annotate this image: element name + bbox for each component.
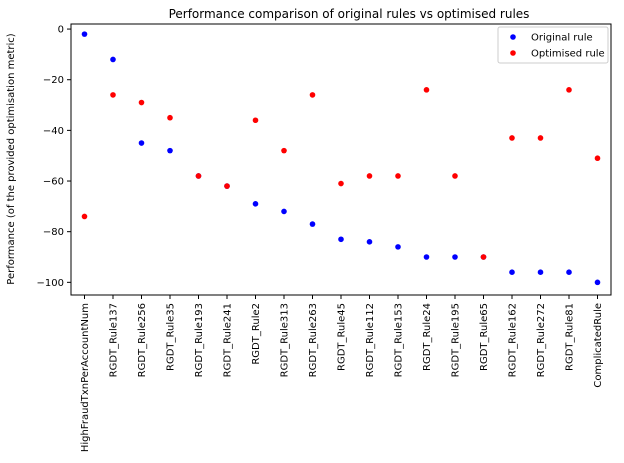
legend-marker-original-rule [510,34,516,40]
original-rule-point [338,236,344,243]
y-axis-label: Performance (of the provided optimisatio… [6,33,17,284]
x-tick-label: ComplicatedRule [593,303,604,388]
original-rule-point [366,239,373,245]
y-tick-label: −40 [43,126,64,137]
x-tick-label: RGDT_Rule272 [536,303,547,377]
original-rule-point [281,208,287,215]
original-rule-point [252,201,259,207]
y-tick-label: 0 [58,25,64,36]
original-rule-point [594,279,601,286]
original-rule-point [537,269,544,276]
y-tick-label: −80 [43,227,64,238]
optimised-rule-point [509,135,515,141]
x-tick-label: RGDT_Rule112 [365,303,376,377]
x-tick-label: RGDT_Rule256 [137,303,148,377]
original-rule-point [138,140,145,146]
original-rule-point [167,147,173,154]
plot-frame [70,23,612,296]
legend-box [497,26,609,64]
legend-label-optimised-rule: Optimised rule [531,49,605,60]
optimised-rule-point [537,135,544,141]
optimised-rule-point [423,87,430,93]
original-rule-point [81,31,88,37]
optimised-rule-point [395,173,401,179]
optimised-rule-point [167,114,173,121]
x-tick-label: RGDT_Rule263 [308,303,319,377]
optimised-rule-point [566,87,572,93]
x-tick-label: RGDT_Rule65 [479,303,490,371]
y-tick-label: −100 [37,278,64,289]
x-tick-label: RGDT_Rule153 [394,303,405,377]
optimised-rule-point [252,117,259,124]
optimised-rule-point [81,213,88,220]
optimised-rule-point [309,92,316,98]
optimised-rule-point [110,92,116,98]
x-tick-label: RGDT_Rule137 [109,303,120,377]
optimised-rule-point [594,155,601,162]
original-rule-point [423,254,430,260]
plot-area: 0 −20 −40 −60 −80 −100 HighFraudTxnPerAccountN… [37,23,612,452]
original-rule-point [452,254,458,260]
x-tick-label: RGDT_Rule195 [451,303,462,377]
legend-label-original-rule: Original rule [531,33,593,44]
x-tick-label: RGDT_Rule241 [223,303,234,377]
x-tick-label: RGDT_Rule24 [422,303,433,371]
x-tick-label: RGDT_Rule35 [166,303,177,371]
optimised-rule-point [195,173,202,179]
original-rule-point [509,269,515,276]
x-tick-label: RGDT_Rule2 [251,303,262,365]
optimised-rule-point [138,99,145,106]
x-tick-label: RGDT_Rule313 [280,303,291,377]
x-tick-label: RGDT_Rule193 [194,303,205,377]
optimised-rule-point [452,173,458,179]
x-tick-label: RGDT_Rule162 [508,303,519,377]
y-tick-label: −60 [43,177,64,188]
x-tick-label: RGDT_Rule45 [337,303,348,371]
original-rule-point [110,56,116,63]
original-rule-point [566,269,572,276]
legend: Original rule Optimised rule [497,26,609,64]
chart-title: Performance comparison of original rules… [169,7,530,21]
original-rule-point [395,244,401,250]
optimised-rule-point [224,183,230,189]
x-tick-label: RGDT_Rule81 [565,303,576,371]
optimised-rule-point [366,173,373,179]
legend-marker-optimised-rule [510,50,516,56]
optimised-rule-point [281,147,287,154]
original-rule-point [309,221,316,227]
y-tick-label: −20 [43,75,64,86]
optimised-rule-point [480,254,487,260]
x-tick-label: HighFraudTxnPerAccountNum [80,303,91,452]
optimised-rule-point [338,180,344,187]
